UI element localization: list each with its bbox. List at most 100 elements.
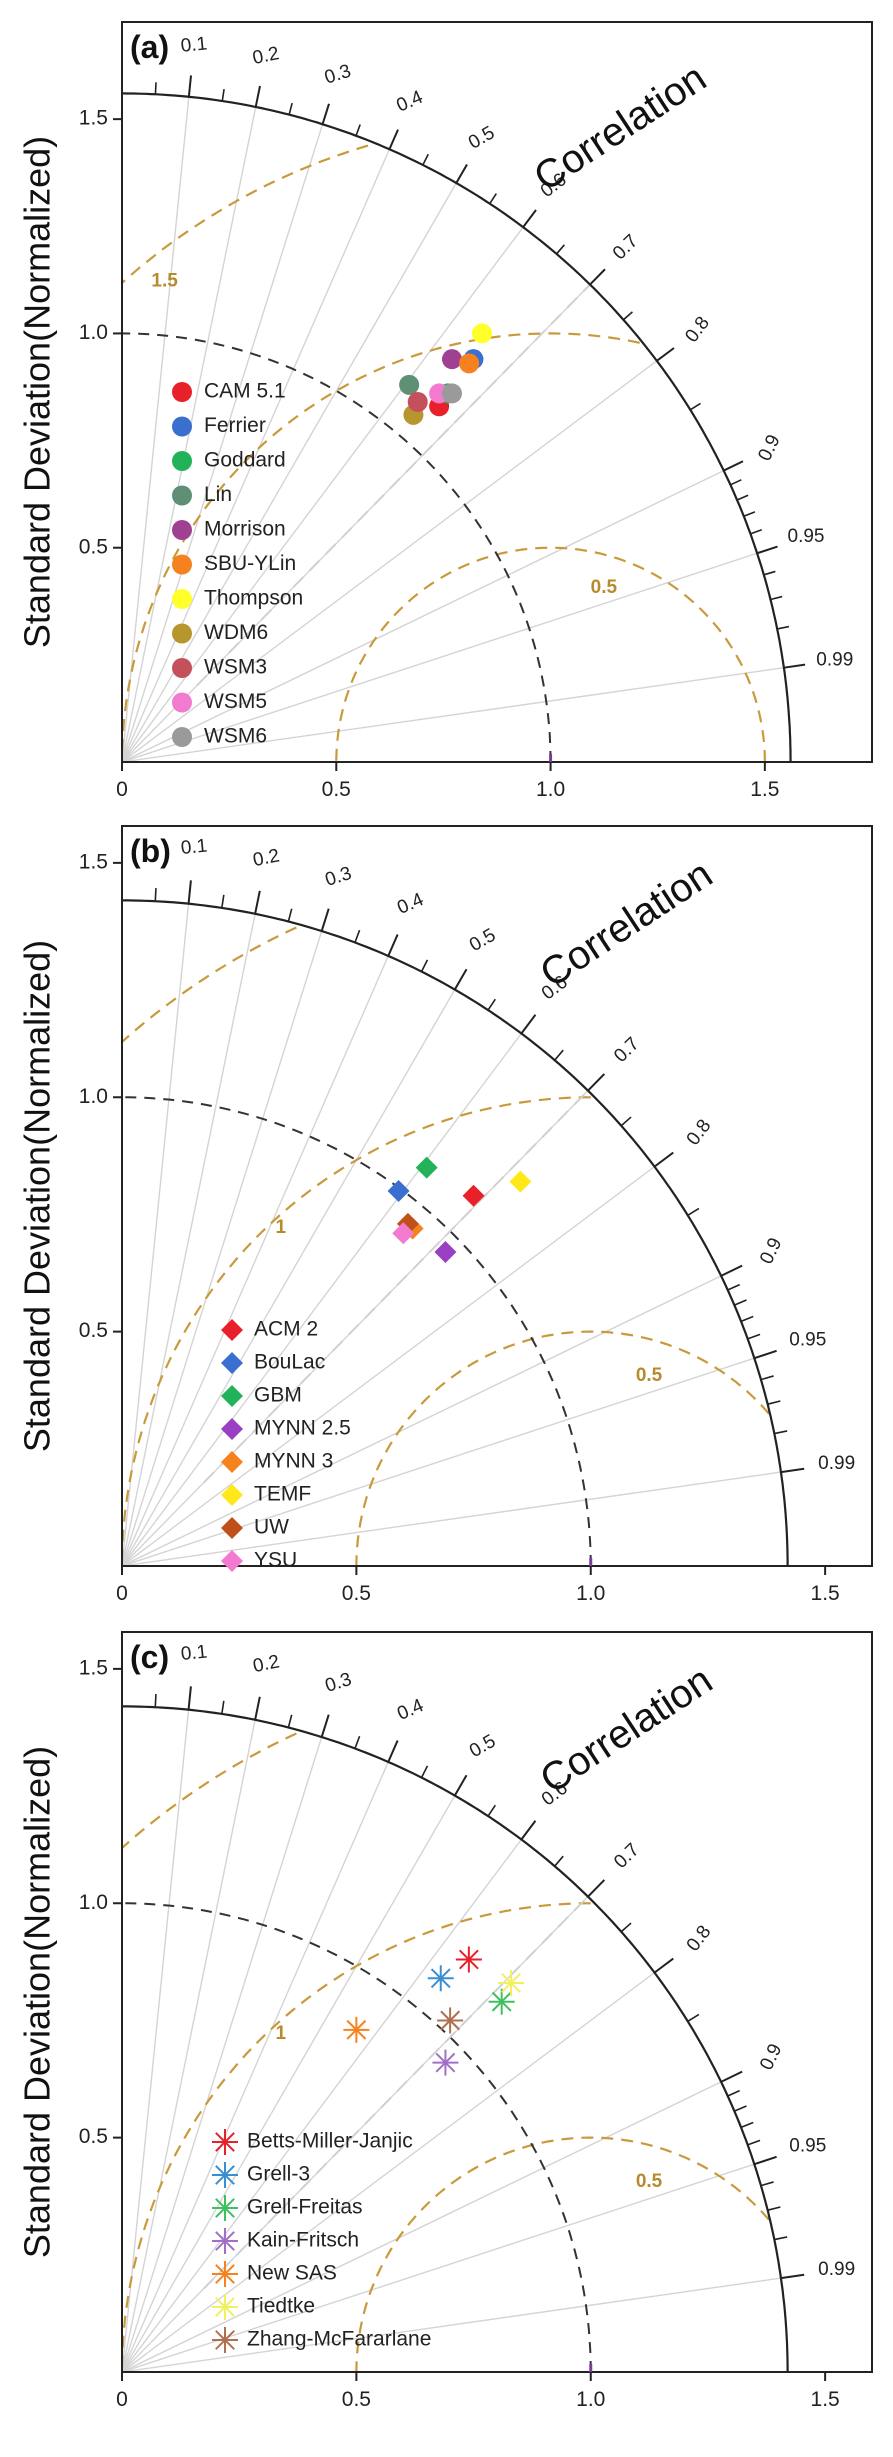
correlation-major-tick-2 bbox=[320, 1714, 330, 1738]
x-tick-label: 0.5 bbox=[322, 778, 351, 801]
y-tick-label: 0.5 bbox=[79, 535, 108, 558]
correlation-minor-tick bbox=[760, 2181, 774, 2187]
correlation-minor-tick bbox=[747, 1333, 761, 1340]
data-point-sbu-ylin bbox=[459, 353, 480, 374]
legend-marker bbox=[212, 2129, 238, 2155]
correlation-minor-tick bbox=[554, 1855, 564, 1867]
correlation-minor-tick bbox=[622, 311, 633, 321]
rms-arc-1-0 bbox=[122, 332, 640, 762]
data-point-betts-miller-janjic bbox=[455, 1946, 482, 1973]
correlation-tick-label: 0.95 bbox=[788, 526, 825, 547]
legend-label: Grell-3 bbox=[247, 2163, 310, 2186]
asterisk-stroke bbox=[430, 1968, 451, 1989]
y-axis-label: Standard Deviation(Normalized) bbox=[17, 1746, 58, 2258]
correlation-tick-label: 0.5 bbox=[466, 925, 499, 956]
correlation-tick-label: 0.8 bbox=[683, 1116, 716, 1150]
outer-arc bbox=[122, 899, 789, 1566]
y-tick-label: 1.0 bbox=[79, 321, 108, 344]
taylor-panel-3: 0.1 0.20.30.40.50.60.70.80.90.950.99Corre… bbox=[17, 1631, 873, 2411]
asterisk-stroke bbox=[458, 1949, 479, 1970]
legend-label: SBU-YLin bbox=[204, 552, 296, 575]
data-point-boulac bbox=[387, 1180, 410, 1202]
correlation-minor-tick bbox=[754, 1353, 768, 1359]
correlation-line-8 bbox=[121, 2081, 722, 2373]
panel-label: (b) bbox=[130, 833, 171, 869]
asterisk-stroke bbox=[215, 2297, 235, 2317]
rms-label: 0.5 bbox=[636, 2171, 663, 2192]
y-tick-label: 0.5 bbox=[79, 1319, 108, 1342]
correlation-tick-label: 0.4 bbox=[394, 889, 427, 919]
correlation-tick-label: 0.4 bbox=[394, 1695, 427, 1725]
x-tick-label: 0 bbox=[116, 1582, 128, 1605]
correlation-major-tick-3 bbox=[387, 1740, 399, 1763]
legend-label: New SAS bbox=[247, 2262, 337, 2285]
data-point-gbm bbox=[415, 1156, 438, 1179]
rms-arc-0-0 bbox=[355, 2136, 770, 2372]
data-point-zhang-mcfararlane bbox=[437, 2007, 464, 2034]
panel-label: (a) bbox=[130, 29, 169, 65]
legend-marker bbox=[212, 2327, 238, 2353]
legend-label: Morrison bbox=[204, 518, 286, 541]
data-point-kain-fritsch bbox=[432, 2049, 459, 2076]
correlation-axis-title: Correlation bbox=[532, 1658, 720, 1802]
legend: CAM 5.1 Ferrier Goddard Lin Morrison SBU-YLin… bbox=[172, 380, 303, 748]
rms-arc-1-0 bbox=[122, 1096, 591, 1566]
legend-marker bbox=[172, 692, 192, 713]
correlation-line-5 bbox=[121, 1839, 522, 2373]
correlation-major-tick-8 bbox=[720, 2070, 743, 2083]
legend-marker bbox=[172, 416, 192, 437]
rms-arc-0-0 bbox=[355, 1330, 770, 1566]
rms-arc-1-0 bbox=[122, 1902, 591, 2372]
legend-label: MYNN 3 bbox=[254, 1450, 333, 1473]
correlation-major-tick-0 bbox=[187, 880, 192, 904]
correlation-tick-label: 0.99 bbox=[816, 649, 853, 670]
correlation-line-3 bbox=[121, 1761, 389, 2373]
correlation-line-0 bbox=[121, 1709, 190, 2373]
panel-label: (c) bbox=[130, 1639, 169, 1675]
correlation-line-10 bbox=[121, 2277, 782, 2373]
legend-label: WSM6 bbox=[204, 725, 267, 748]
correlation-major-tick-4 bbox=[453, 968, 468, 991]
x-tick-label: 0.5 bbox=[342, 2388, 371, 2411]
correlation-minor-tick bbox=[221, 894, 225, 909]
correlation-minor-tick bbox=[354, 1735, 361, 1749]
correlation-major-tick-5 bbox=[520, 1014, 537, 1035]
correlation-minor-tick bbox=[687, 1207, 700, 1217]
correlation-minor-tick bbox=[774, 2236, 788, 2241]
y-axis-label: Standard Deviation(Normalized) bbox=[17, 940, 58, 1452]
legend-marker bbox=[172, 554, 192, 575]
correlation-major-tick-6 bbox=[587, 1879, 606, 1898]
data-point-wsm6 bbox=[442, 383, 462, 404]
correlation-line-9 bbox=[121, 552, 758, 763]
asterisk-stroke bbox=[215, 2132, 235, 2152]
correlation-tick-label: 0.95 bbox=[789, 2136, 826, 2157]
correlation-minor-tick bbox=[767, 1400, 781, 1405]
legend-label: Betts-Miller-Janjic bbox=[247, 2130, 413, 2153]
outer-arc bbox=[122, 1705, 789, 2372]
correlation-major-tick-1 bbox=[254, 890, 261, 915]
correlation-major-tick-7 bbox=[656, 347, 675, 362]
legend-label: MYNN 2.5 bbox=[254, 1417, 351, 1440]
correlation-minor-tick bbox=[287, 1714, 293, 1728]
asterisk-stroke bbox=[215, 2264, 235, 2284]
correlation-minor-tick bbox=[740, 1315, 754, 1323]
asterisk-stroke bbox=[215, 2231, 235, 2251]
correlation-tick-label: 0.95 bbox=[789, 1330, 826, 1351]
correlation-tick-label: 0.8 bbox=[683, 1922, 716, 1956]
legend-label: YSU bbox=[254, 1549, 297, 1572]
correlation-major-tick-5 bbox=[520, 1820, 537, 1841]
legend-label: UW bbox=[254, 1516, 289, 1539]
y-tick-label: 1.0 bbox=[79, 1891, 108, 1914]
taylor-panel-1: 0.1 0.20.30.40.50.60.70.80.90.950.99Corre… bbox=[17, 21, 873, 801]
correlation-line-0 bbox=[121, 96, 190, 763]
data-point-ysu bbox=[392, 1222, 415, 1245]
correlation-line-2 bbox=[121, 1736, 323, 2373]
correlation-major-tick-7 bbox=[653, 1151, 674, 1168]
correlation-major-tick-10 bbox=[780, 2273, 805, 2280]
reference-std-arc bbox=[122, 1096, 592, 1567]
reference-std-arc bbox=[122, 1902, 592, 2373]
correlation-line-1 bbox=[121, 1719, 256, 2373]
correlation-minor-tick bbox=[354, 929, 361, 943]
correlation-tick-label: 0.5 bbox=[466, 1731, 499, 1762]
correlation-minor-tick bbox=[422, 153, 429, 166]
